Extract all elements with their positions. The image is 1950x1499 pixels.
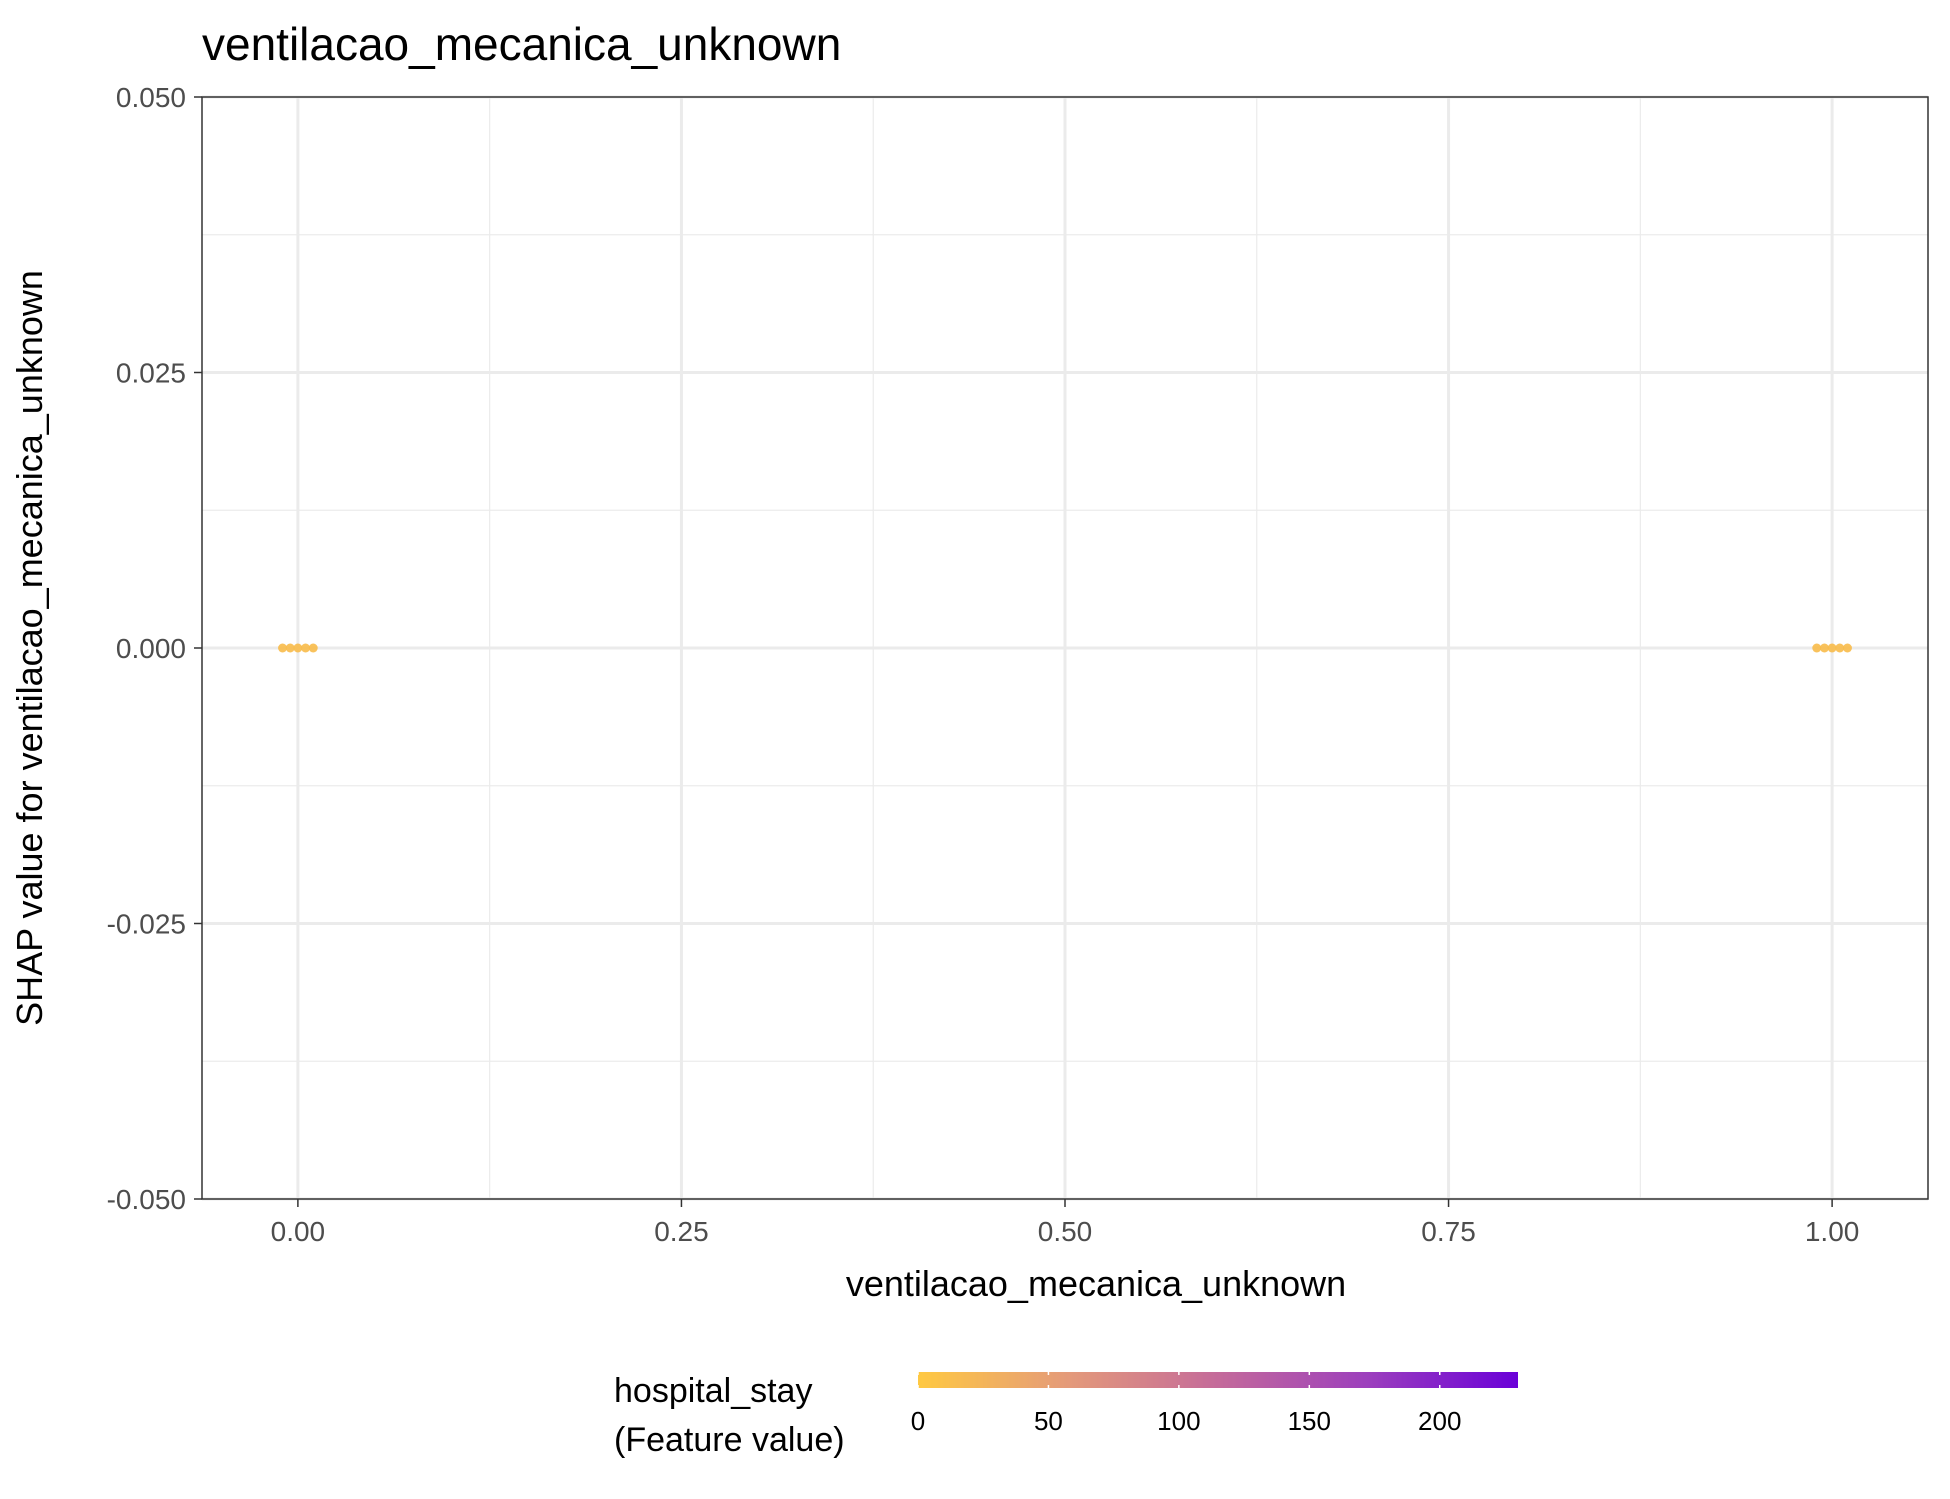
legend-colorbar <box>918 1372 1518 1388</box>
data-point <box>293 643 303 653</box>
plot-area <box>201 95 1929 1201</box>
data-point <box>1812 643 1822 653</box>
y-tick-label: -0.050 <box>107 1184 186 1215</box>
legend-ticks: 0 50 100 150 200 <box>911 1372 1461 1436</box>
legend-tick-label: 150 <box>1288 1406 1331 1436</box>
x-tick-label: 0.75 <box>1421 1216 1476 1247</box>
y-tick-label: 0.025 <box>116 358 186 389</box>
legend-tick-label: 100 <box>1157 1406 1200 1436</box>
x-axis-title: ventilacao_mecanica_unknown <box>846 1263 1346 1304</box>
y-tick-label: -0.025 <box>107 909 186 940</box>
x-tick-label: 0.00 <box>271 1216 326 1247</box>
legend-tick-label: 200 <box>1418 1406 1461 1436</box>
data-point <box>285 643 295 653</box>
data-point <box>308 643 318 653</box>
y-axis-title: SHAP value for ventilacao_mecanica_unkno… <box>9 270 50 1026</box>
data-point <box>301 643 311 653</box>
data-point <box>1819 643 1829 653</box>
data-points <box>278 643 1852 653</box>
legend-tick-label: 50 <box>1034 1406 1063 1436</box>
data-point <box>1842 643 1852 653</box>
chart-title: ventilacao_mecanica_unknown <box>202 18 841 70</box>
x-axis: 0.00 0.25 0.50 0.75 1.00 <box>271 1199 1860 1247</box>
legend-title-line2: (Feature value) <box>614 1421 845 1459</box>
data-point <box>278 643 288 653</box>
legend-title-line1: hospital_stay <box>614 1372 812 1410</box>
data-point <box>1835 643 1845 653</box>
data-point <box>1827 643 1837 653</box>
legend-tick-label: 0 <box>911 1406 925 1436</box>
y-tick-label: 0.050 <box>116 82 186 113</box>
y-axis: -0.050 -0.025 0.000 0.025 0.050 <box>107 82 202 1215</box>
x-tick-label: 0.50 <box>1038 1216 1093 1247</box>
x-tick-label: 0.25 <box>654 1216 709 1247</box>
color-legend: hospital_stay (Feature value) 0 50 100 150 2… <box>614 1372 1518 1459</box>
x-tick-label: 1.00 <box>1805 1216 1860 1247</box>
y-tick-label: 0.000 <box>116 633 186 664</box>
